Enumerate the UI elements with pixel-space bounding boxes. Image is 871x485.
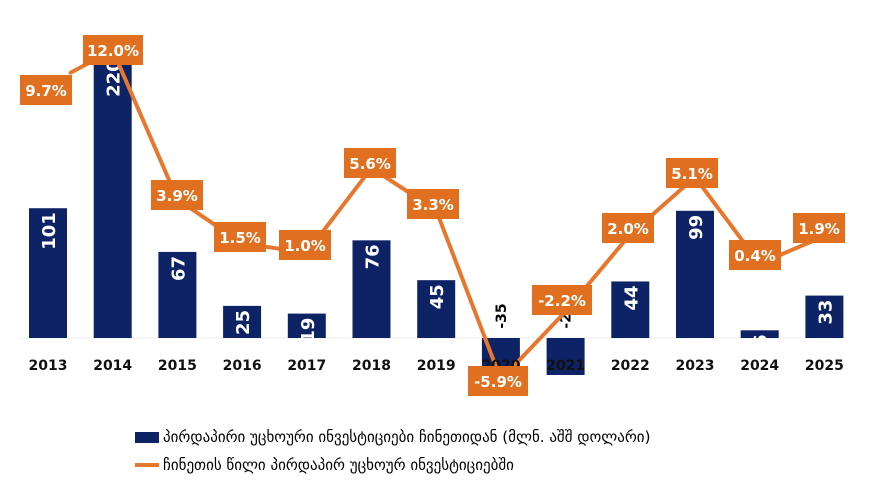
- bar-value-label: 45: [427, 284, 448, 309]
- x-tick-label: 2015: [158, 358, 197, 374]
- x-tick-label: 2014: [93, 358, 132, 374]
- line-value-label: 5.6%: [349, 155, 391, 173]
- line-label-box: [729, 240, 781, 270]
- line-label-box: [151, 180, 203, 210]
- bar: [223, 305, 262, 338]
- line-value-label: 3.3%: [412, 196, 454, 214]
- line-value-label: 1.0%: [284, 237, 326, 255]
- bar-value-label: 19: [298, 318, 319, 343]
- line-value-label: 0.4%: [734, 247, 776, 265]
- legend-line-swatch: [135, 463, 159, 467]
- legend-line-label: ჩინეთის წილი პირდაპირ უცხოურ ინვესტიციებ…: [163, 456, 514, 474]
- line-label-box: [20, 75, 72, 105]
- line-label-box: [279, 230, 331, 260]
- line-value-label: 9.7%: [25, 82, 67, 100]
- bar: [546, 338, 585, 375]
- bar: [287, 313, 326, 338]
- x-tick-label: 2016: [223, 358, 262, 374]
- legend-bar-swatch: [135, 431, 159, 443]
- x-tick-label: 2017: [287, 358, 326, 374]
- line-label-box: [344, 148, 396, 178]
- bar-value-label: -35: [494, 303, 510, 328]
- bar: [805, 295, 844, 338]
- line-label-box: [83, 35, 143, 65]
- bar-value-label: 101: [39, 212, 60, 250]
- bar-value-label: 76: [363, 244, 384, 269]
- bar: [417, 280, 456, 338]
- bar-value-label: 67: [168, 256, 189, 281]
- x-tick-label: 2022: [611, 358, 650, 374]
- line-value-label: -2.2%: [538, 292, 586, 310]
- legend-item-bar: პირდაპირი უცხოური ინვესტიციები ჩინეთიდან…: [135, 423, 650, 451]
- line-label-box: [407, 189, 459, 219]
- line-label-box: [666, 158, 718, 188]
- line-data-labels: 9.7% 12.0% 3.9% 1.5% 1.0% 5.6% 3.3% -5.9% -2.2% 2…: [20, 35, 845, 396]
- x-tick-label: 2024: [740, 358, 779, 374]
- bar-value-label: 25: [233, 310, 254, 335]
- x-tick-label: 2013: [29, 358, 68, 374]
- bar-value-label: 33: [815, 300, 836, 325]
- x-tick-label: 2021: [546, 358, 585, 374]
- line-label-box: [214, 222, 266, 252]
- line-label-box: [468, 366, 528, 396]
- bar: [611, 281, 650, 338]
- line-value-label: 1.9%: [798, 220, 840, 238]
- line-point: [68, 71, 72, 75]
- legend-item-line: ჩინეთის წილი პირდაპირ უცხოურ ინვესტიციებ…: [135, 451, 650, 479]
- x-tick-label: 2018: [352, 358, 391, 374]
- line-label-box: [602, 213, 654, 243]
- bar: [158, 251, 197, 338]
- bar-value-label: 99: [686, 215, 707, 240]
- line-value-label: 5.1%: [671, 165, 713, 183]
- line-value-label: 3.9%: [156, 187, 198, 205]
- line-label-box: [793, 213, 845, 243]
- bar: [352, 240, 391, 338]
- line-value-label: 1.5%: [219, 229, 261, 247]
- bar: [676, 210, 714, 338]
- line-value-label: 2.0%: [607, 220, 649, 238]
- bar: [740, 330, 779, 338]
- x-axis-labels: 2013201420152016201720182019202020212022…: [29, 358, 844, 374]
- bar-value-label: 6: [751, 334, 772, 347]
- line-label-box: [532, 285, 592, 315]
- legend-bar-label: პირდაპირი უცხოური ინვესტიციები ჩინეთიდან…: [163, 428, 651, 446]
- line-value-label: 12.0%: [87, 42, 139, 60]
- x-tick-label: 2019: [417, 358, 456, 374]
- x-tick-label: 2025: [805, 358, 844, 374]
- line-value-label: -5.9%: [474, 373, 522, 391]
- bar-value-label: 44: [621, 285, 642, 310]
- bar: [29, 208, 67, 338]
- bar: [93, 55, 132, 339]
- x-tick-label: 2023: [676, 358, 715, 374]
- legend: პირდაპირი უცხოური ინვესტიციები ჩინეთიდან…: [135, 423, 650, 479]
